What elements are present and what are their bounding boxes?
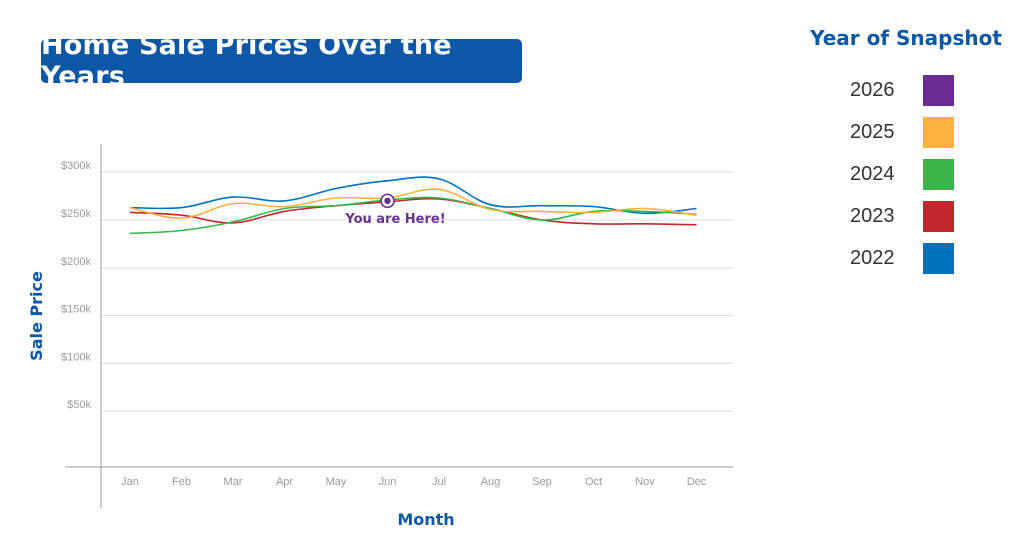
series-line-2025 xyxy=(129,188,697,219)
y-tick-label: $250k xyxy=(61,208,91,220)
legend-swatch xyxy=(923,242,954,274)
x-tick-label: Dec xyxy=(687,476,707,488)
y-tick-label: $300k xyxy=(61,160,91,172)
x-tick-label: Nov xyxy=(635,476,655,488)
y-tick-label: $200k xyxy=(61,256,91,268)
series-lines xyxy=(129,176,697,235)
legend-label: 2024 xyxy=(850,162,895,185)
x-axis-title: Month xyxy=(397,510,454,529)
legend-swatch xyxy=(923,200,954,232)
x-tick-label: Feb xyxy=(172,476,191,488)
y-axis-title: Sale Price xyxy=(27,271,46,361)
legend-label: 2022 xyxy=(850,246,895,269)
annotations: You are Here! xyxy=(344,212,445,227)
y-tick-labels: $50k $100k $150k $200k $250k $300k xyxy=(61,160,91,411)
legend-item-2023: 2023 xyxy=(850,200,954,232)
x-tick-labels: Jan Feb Mar Apr May Jun Jul Aug Sep Oct Nov Dec xyxy=(121,476,707,488)
x-tick-label: Jun xyxy=(379,476,397,488)
legend-label: 2025 xyxy=(850,120,895,143)
legend-swatch xyxy=(923,116,954,148)
legend-item-2026: 2026 xyxy=(850,74,954,106)
legend-item-2022: 2022 xyxy=(850,242,954,274)
x-tick-label: Mar xyxy=(224,476,243,488)
legend-item-2024: 2024 xyxy=(850,158,954,190)
x-tick-label: Jul xyxy=(432,476,446,488)
x-tick-label: Jan xyxy=(121,476,139,488)
legend-swatch xyxy=(923,74,954,106)
legend-swatch xyxy=(923,158,954,190)
x-tick-label: Oct xyxy=(585,476,602,488)
legend-label: 2026 xyxy=(850,78,895,101)
x-tick-label: Sep xyxy=(532,476,552,488)
legend-label: 2023 xyxy=(850,204,895,227)
legend-item-2025: 2025 xyxy=(850,116,954,148)
x-tick-label: Apr xyxy=(276,476,293,488)
y-tick-label: $50k xyxy=(67,399,91,411)
y-tick-label: $150k xyxy=(61,304,91,316)
point-dot-2026 xyxy=(384,197,391,205)
x-tick-label: Aug xyxy=(481,476,501,488)
legend-title: Year of Snapshot xyxy=(810,26,1002,50)
x-tick-label: May xyxy=(326,476,347,488)
annotation-label: You are Here! xyxy=(344,212,445,227)
series-line-2024 xyxy=(129,196,697,235)
series-line-2022 xyxy=(129,176,697,215)
y-tick-label: $100k xyxy=(61,351,91,363)
